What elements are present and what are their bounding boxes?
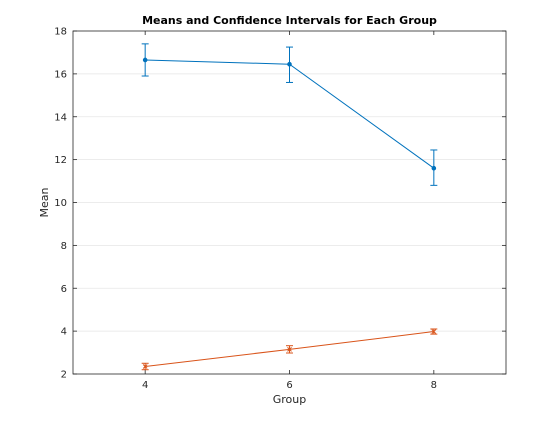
y-axis-label: Mean — [38, 187, 51, 217]
x-tick-label: 6 — [286, 380, 292, 391]
data-point — [142, 364, 148, 369]
x-axis-label: Group — [273, 393, 307, 406]
data-point — [287, 346, 292, 352]
series-2 — [141, 328, 438, 371]
data-point-stroke — [287, 346, 292, 352]
y-tick-label: 14 — [54, 112, 67, 123]
y-tick-label: 6 — [61, 284, 67, 295]
y-tick-label: 10 — [54, 198, 67, 209]
y-tick-label: 12 — [54, 155, 67, 166]
series-layer — [141, 43, 438, 371]
data-point — [431, 165, 437, 171]
data-point-stroke — [431, 329, 437, 334]
data-point — [142, 57, 148, 63]
ticks-layer: 2 4 6 8 10 12 14 16 18 4 6 8 — [54, 27, 506, 391]
y-tick-label: 8 — [61, 241, 67, 252]
series-1 — [141, 43, 438, 186]
data-point — [287, 61, 292, 67]
data-point-stroke — [142, 364, 148, 369]
y-tick-label: 16 — [54, 69, 67, 80]
y-tick-label: 18 — [54, 27, 67, 38]
y-tick-label: 4 — [61, 327, 67, 338]
chart-title: Means and Confidence Intervals for Each … — [142, 14, 437, 27]
y-tick-label: 2 — [61, 370, 67, 381]
x-tick-label: 4 — [142, 380, 148, 391]
x-tick-label: 8 — [431, 380, 437, 391]
data-point — [431, 329, 437, 334]
